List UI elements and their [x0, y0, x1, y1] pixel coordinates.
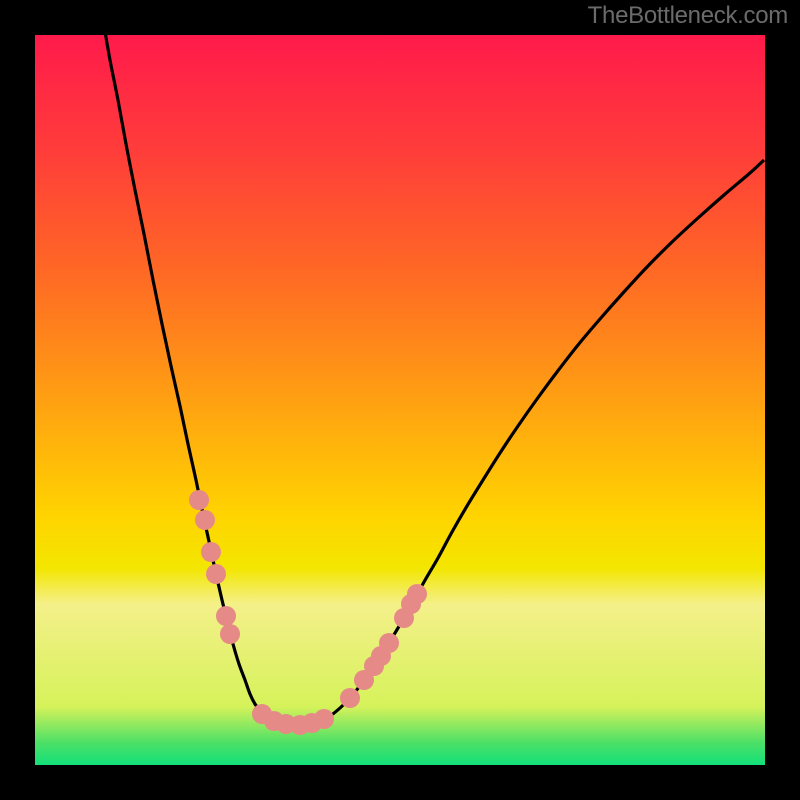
bottleneck-curve [96, 0, 764, 725]
watermark-text: TheBottleneck.com [588, 2, 788, 30]
bead [379, 633, 399, 653]
bead [206, 564, 226, 584]
bead [216, 606, 236, 626]
curve-beads [189, 490, 427, 735]
chart-svg [0, 0, 800, 800]
bead [201, 542, 221, 562]
bead [407, 584, 427, 604]
bead [340, 688, 360, 708]
bead [195, 510, 215, 530]
bead [314, 709, 334, 729]
bead [189, 490, 209, 510]
bead [220, 624, 240, 644]
